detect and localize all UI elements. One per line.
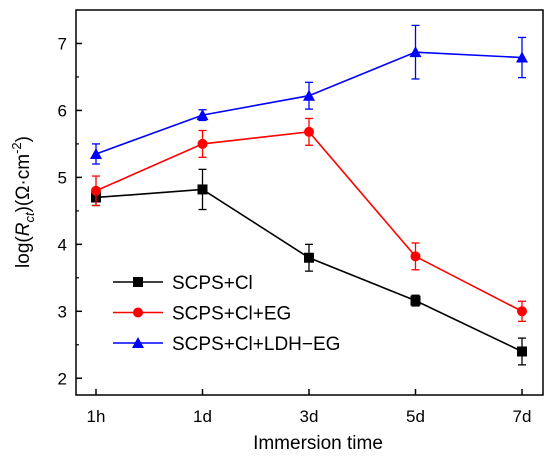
data-point — [410, 251, 421, 262]
y-tick-label: 7 — [58, 34, 67, 53]
legend-item: SCPS+Cl+LDH−EG — [113, 334, 340, 355]
data-point — [304, 252, 314, 263]
legend-marker — [132, 337, 144, 348]
y-tick-label: 4 — [58, 235, 67, 254]
data-point — [409, 46, 422, 58]
y-tick-label: 3 — [58, 302, 67, 321]
legend-marker — [133, 277, 143, 287]
legend-marker — [133, 307, 143, 318]
legend: SCPS+Cl SCPS+Cl+EG SCPS+Cl+LDH−EG — [113, 273, 340, 355]
x-tick-label: 3d — [300, 407, 319, 426]
data-point — [303, 89, 315, 101]
series-square — [91, 168, 527, 366]
y-tick-label: 5 — [58, 168, 67, 187]
data-point — [304, 126, 314, 137]
x-tick-label: 1d — [193, 407, 212, 426]
data-point — [410, 295, 421, 306]
legend-item: SCPS+Cl+EG — [113, 304, 291, 325]
data-point — [90, 147, 102, 159]
x-tick-label: 7d — [513, 407, 532, 426]
data-point — [517, 346, 527, 357]
data-point — [516, 51, 528, 63]
y-tick-label: 2 — [58, 369, 67, 388]
y-axis-title: log(Rct)(Ω·cm-2) — [9, 136, 37, 268]
series-line — [95, 131, 523, 313]
data-point — [196, 109, 209, 121]
x-tick-label: 1h — [87, 407, 106, 426]
data-point — [517, 306, 527, 317]
x-axis: 1h 1d 3d 5d 7d — [87, 389, 532, 426]
series-triangle — [90, 24, 528, 165]
legend-label: SCPS+Cl+EG — [172, 304, 291, 325]
legend-item: SCPS+Cl — [113, 273, 253, 294]
series-layer — [90, 24, 528, 366]
data-point — [197, 138, 208, 149]
x-axis-title: Immersion time — [253, 433, 383, 454]
legend-label: SCPS+Cl+LDH−EG — [172, 334, 340, 355]
data-point — [91, 185, 101, 196]
series-circle — [91, 117, 527, 322]
y-tick-label: 6 — [58, 101, 67, 120]
y-axis: 2 3 4 5 6 7 — [58, 34, 82, 388]
x-tick-label: 5d — [406, 407, 425, 426]
legend-label: SCPS+Cl — [172, 273, 253, 294]
data-point — [197, 184, 208, 195]
